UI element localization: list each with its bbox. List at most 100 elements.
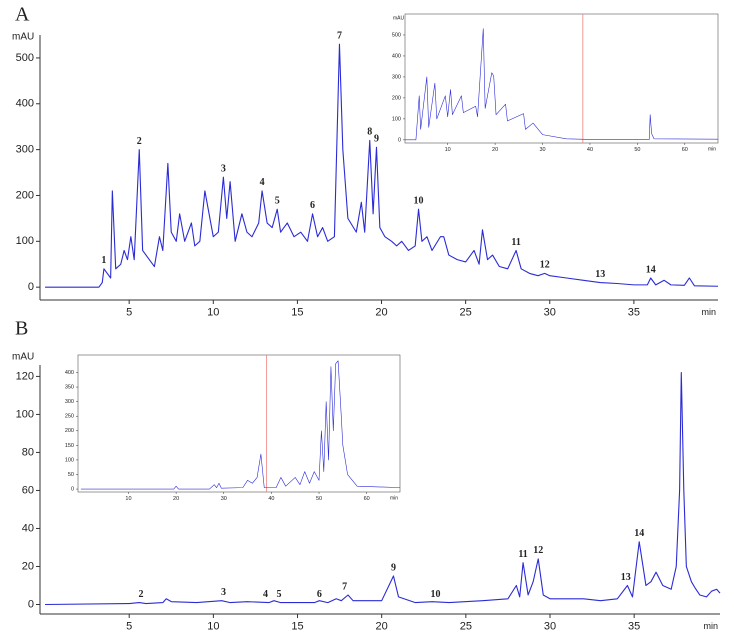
peak-label: 7 — [342, 581, 347, 592]
trace — [45, 43, 719, 288]
peak-label: 11 — [518, 549, 527, 560]
y-tick-label: 300 — [392, 74, 401, 80]
x-tick-label: 20 — [376, 621, 388, 633]
y-tick-label: 500 — [392, 32, 401, 38]
plot: 0 100 200 300 400 500 10 20 30 40 50 60 mAU min — [392, 13, 719, 153]
x-tick-label: 35 — [628, 307, 640, 319]
peak-label: 7 — [337, 30, 342, 41]
peak-label: 5 — [275, 196, 280, 207]
peak-label: 5 — [277, 589, 282, 600]
trace — [45, 372, 721, 606]
x-tick-label: 30 — [544, 621, 556, 633]
y-axis-title: mAU — [393, 15, 405, 21]
y-tick-label: 300 — [16, 144, 34, 156]
y-tick-label: 100 — [392, 116, 401, 122]
peak-label: 2 — [137, 136, 142, 147]
x-tick-label: 10 — [125, 496, 131, 502]
x-tick-label: 35 — [628, 621, 640, 633]
x-tick-label: 50 — [316, 496, 322, 502]
x-tick-label: 20 — [492, 147, 498, 153]
peak-label: 6 — [317, 589, 322, 600]
y-tick-label: 200 — [65, 428, 74, 434]
y-tick-label: 500 — [16, 52, 34, 64]
peak-label: 4 — [263, 589, 268, 600]
y-tick-label: 250 — [65, 414, 74, 420]
x-tick-label: 50 — [634, 147, 640, 153]
panel-label: A — [15, 4, 30, 26]
peak-label: 13 — [595, 269, 605, 280]
peak-label: 11 — [511, 237, 520, 248]
y-tick-label: 20 — [22, 560, 34, 572]
y-tick-label: 400 — [392, 53, 401, 59]
plot: 0 50 100 150 200 250 300 350 400 10 20 30 40 50 60 min — [65, 354, 401, 502]
panel-label: B — [15, 318, 28, 340]
x-axis-title: min — [703, 621, 718, 631]
y-tick-label: 80 — [22, 446, 34, 458]
peak-label: 13 — [621, 572, 631, 583]
y-tick-label: 0 — [71, 487, 74, 493]
y-axis-title: mAU — [12, 32, 34, 43]
trace — [80, 360, 401, 490]
y-tick-label: 50 — [68, 472, 74, 478]
peak-label: 8 — [367, 127, 372, 138]
peak-label: 1 — [101, 255, 106, 266]
x-tick-label: 60 — [682, 147, 688, 153]
y-tick-label: 0 — [398, 137, 401, 143]
y-tick-label: 350 — [65, 385, 74, 391]
peak-label: 10 — [414, 196, 424, 207]
y-tick-label: 200 — [16, 189, 34, 201]
x-tick-label: 30 — [539, 147, 545, 153]
x-tick-label: 25 — [460, 307, 472, 319]
x-tick-label: 30 — [221, 496, 227, 502]
inset-frame — [404, 13, 719, 144]
y-tick-label: 200 — [392, 95, 401, 101]
y-tick-label: 100 — [16, 408, 34, 420]
y-tick-label: 400 — [65, 370, 74, 376]
y-tick-label: 60 — [22, 484, 34, 496]
x-tick-label: 30 — [544, 307, 556, 319]
peak-label: 9 — [391, 562, 396, 573]
x-tick-label: 15 — [291, 621, 303, 633]
peak-label: 4 — [260, 177, 265, 188]
peak-label: 2 — [138, 589, 143, 600]
inset-frame — [77, 354, 401, 493]
x-tick-label: 40 — [587, 147, 593, 153]
x-tick-label: 20 — [173, 496, 179, 502]
y-axis-title: mAU — [12, 352, 34, 363]
x-tick-label: 15 — [291, 307, 303, 319]
y-tick-label: 40 — [22, 522, 34, 534]
y-tick-label: 0 — [28, 598, 34, 610]
x-axis-title: min — [708, 147, 716, 153]
x-tick-label: 10 — [207, 621, 219, 633]
peak-label: 10 — [431, 589, 441, 600]
x-tick-label: 10 — [445, 147, 451, 153]
peak-label: 14 — [634, 528, 644, 539]
y-tick-label: 100 — [16, 235, 34, 247]
y-tick-label: 0 — [28, 281, 34, 293]
x-tick-label: 60 — [364, 496, 370, 502]
peak-label: 3 — [221, 587, 226, 598]
y-tick-label: 150 — [65, 443, 74, 449]
y-tick-label: 400 — [16, 98, 34, 110]
y-tick-label: 100 — [65, 457, 74, 463]
peak-label: 9 — [374, 134, 379, 145]
x-tick-label: 10 — [207, 307, 219, 319]
x-tick-label: 40 — [268, 496, 274, 502]
x-tick-label: 20 — [375, 307, 387, 319]
peak-label: 14 — [646, 264, 656, 275]
y-tick-label: 300 — [65, 399, 74, 405]
peak-label: 12 — [540, 260, 550, 271]
peak-label: 3 — [221, 163, 226, 174]
x-tick-label: 25 — [460, 621, 472, 633]
y-tick-label: 120 — [16, 370, 34, 382]
peak-label: 6 — [310, 200, 315, 211]
x-tick-label: 5 — [126, 307, 132, 319]
x-axis-title: min — [701, 307, 716, 317]
peak-label: 12 — [533, 545, 543, 556]
x-axis-title: min — [390, 496, 398, 502]
trace — [405, 28, 719, 141]
x-tick-label: 5 — [126, 621, 132, 633]
